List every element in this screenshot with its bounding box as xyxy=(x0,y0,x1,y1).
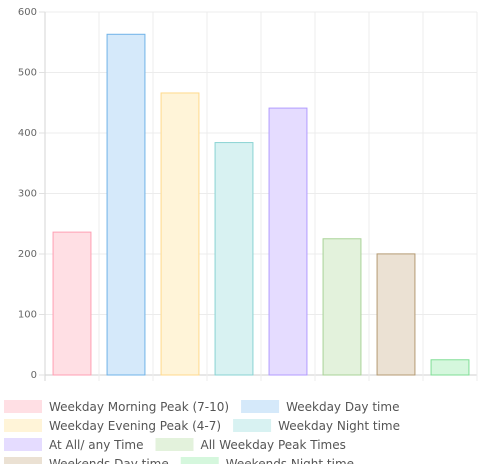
legend-label: Weekday Night time xyxy=(278,419,400,433)
y-axis: 0 100 200 300 400 500 600 xyxy=(18,7,45,381)
legend-label: Weekday Morning Peak (7-10) xyxy=(49,400,229,414)
bar-8[interactable] xyxy=(430,359,470,376)
legend-item[interactable]: At All/ any Time xyxy=(4,438,144,452)
legend: Weekday Morning Peak (7-10) Weekday Day t… xyxy=(4,400,400,464)
legend-swatch xyxy=(180,457,219,464)
y-tick-label: 100 xyxy=(18,310,37,321)
legend-item[interactable]: Weekday Night time xyxy=(233,419,400,433)
y-tick-label: 500 xyxy=(18,68,37,79)
bar-6[interactable] xyxy=(322,238,362,376)
legend-label: All Weekday Peak Times xyxy=(201,438,346,452)
bar-7[interactable] xyxy=(376,253,416,376)
legend-label: At All/ any Time xyxy=(49,438,144,452)
legend-item[interactable]: Weekends Day time xyxy=(4,457,169,464)
bar-3[interactable] xyxy=(160,92,200,376)
legend-swatch xyxy=(4,457,42,464)
bar-4[interactable] xyxy=(214,142,254,376)
legend-swatch xyxy=(155,438,194,451)
bars xyxy=(52,33,470,376)
legend-swatch xyxy=(4,438,42,451)
bar-2[interactable] xyxy=(106,33,146,376)
legend-label: Weekday Evening Peak (4-7) xyxy=(49,419,221,433)
legend-label: Weekends Day time xyxy=(49,457,169,464)
legend-label: Weekday Day time xyxy=(286,400,399,414)
legend-swatch xyxy=(4,400,42,413)
legend-item[interactable]: Weekends Night time xyxy=(180,457,354,464)
y-tick-label: 600 xyxy=(18,7,37,18)
legend-swatch xyxy=(233,419,272,432)
legend-item[interactable]: Weekday Day time xyxy=(241,400,399,414)
legend-swatch xyxy=(241,400,280,413)
y-tick-label: 0 xyxy=(31,370,37,381)
legend-item[interactable]: All Weekday Peak Times xyxy=(155,438,346,452)
legend-swatch xyxy=(4,419,42,432)
bar-1[interactable] xyxy=(52,231,92,376)
legend-label: Weekends Night time xyxy=(226,457,354,464)
y-tick-label: 400 xyxy=(18,128,37,139)
legend-item[interactable]: Weekday Morning Peak (7-10) xyxy=(4,400,229,414)
y-tick-label: 300 xyxy=(18,189,37,200)
y-tick-label: 200 xyxy=(18,249,37,260)
bar-5[interactable] xyxy=(268,107,308,376)
legend-item[interactable]: Weekday Evening Peak (4-7) xyxy=(4,419,221,433)
